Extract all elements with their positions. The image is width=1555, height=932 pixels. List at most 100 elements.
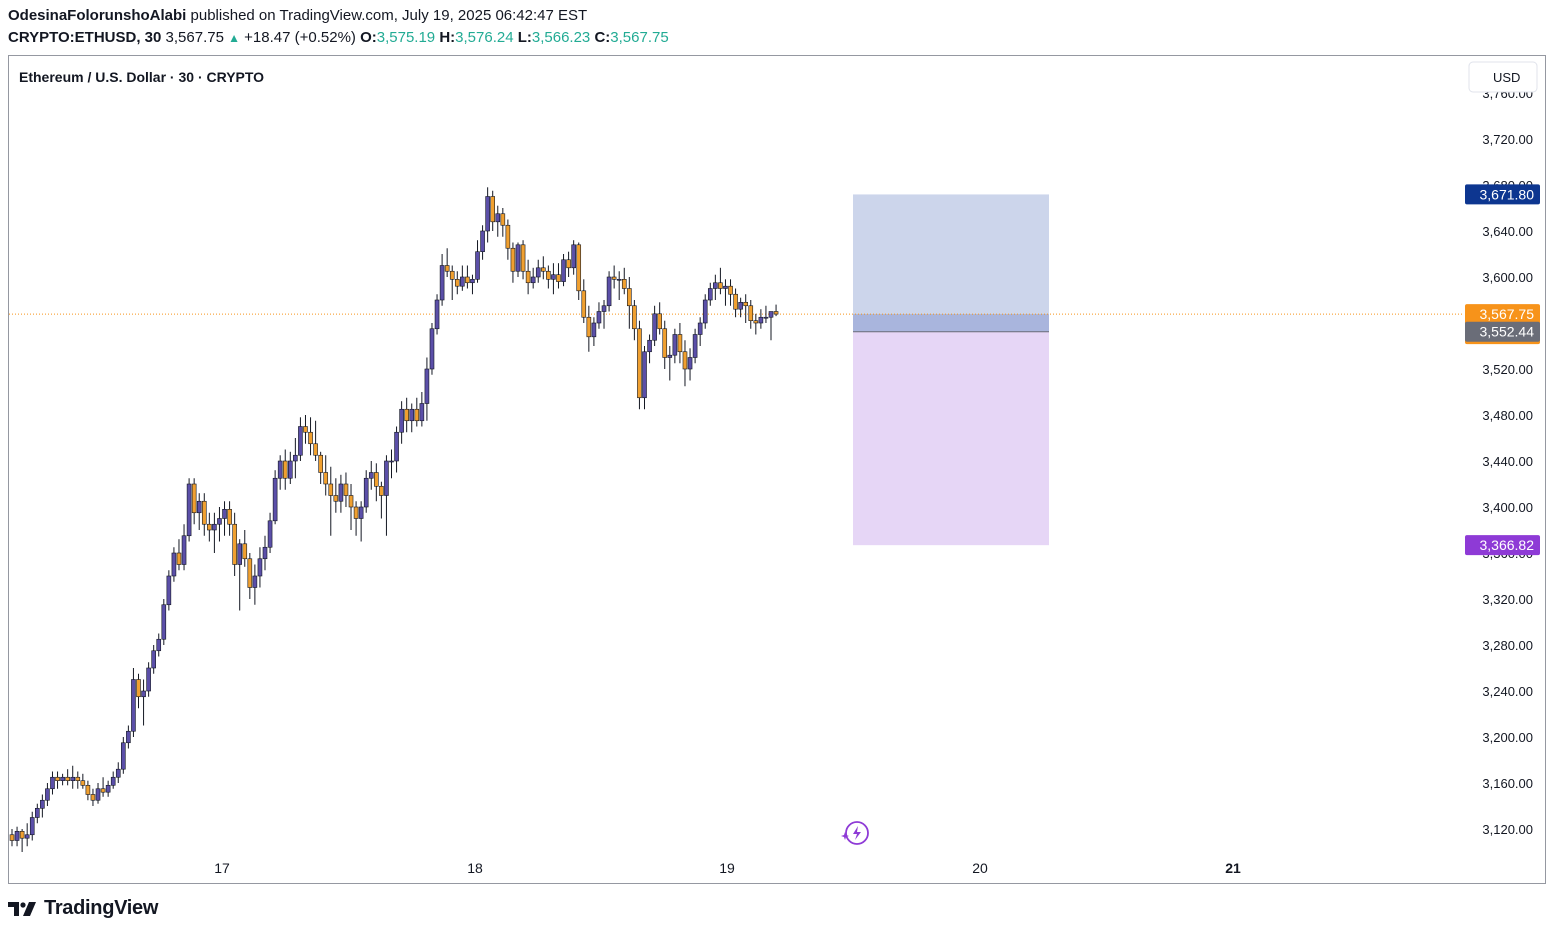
candle — [343, 472, 349, 507]
candle — [616, 271, 622, 300]
candle — [328, 466, 334, 536]
candle — [470, 274, 475, 295]
candle — [692, 328, 698, 364]
candle — [728, 279, 733, 306]
candle — [156, 633, 162, 657]
candle — [500, 208, 506, 237]
candle — [718, 267, 723, 295]
candle — [702, 294, 708, 329]
risk-zone[interactable] — [853, 194, 1049, 332]
candle — [176, 539, 182, 571]
candle — [546, 265, 551, 289]
up-arrow-icon: ▲ — [228, 31, 240, 45]
symbol-info: CRYPTO:ETHUSD, 30 3,567.75 ▲ +18.47 (+0.… — [8, 29, 669, 46]
candles — [9, 187, 779, 852]
price-tick-label: 3,600.00 — [1482, 270, 1533, 285]
candle — [131, 668, 136, 737]
candle — [75, 771, 81, 789]
open-value: 3,575.19 — [376, 29, 436, 46]
candle — [70, 765, 76, 789]
usd-button[interactable]: USD — [1468, 61, 1538, 93]
author-name[interactable]: OdesinaFolorunshoAlabi — [8, 7, 187, 24]
candle — [272, 470, 278, 525]
candle — [50, 771, 55, 795]
candle — [136, 673, 141, 709]
entry-price-label: 3,552.44 — [1465, 321, 1540, 342]
chart-title: Ethereum / U.S. Dollar · 30 · CRYPTO — [19, 69, 264, 85]
price-tick-label: 3,440.00 — [1482, 454, 1533, 469]
candle — [758, 309, 764, 329]
open-label: O: — [360, 29, 377, 46]
candle — [257, 547, 263, 588]
candle — [530, 267, 536, 289]
time-axis[interactable]: 17 18 19 20 21 — [214, 860, 1241, 876]
time-tick-label: 18 — [467, 860, 483, 876]
time-tick-label: 19 — [719, 860, 735, 876]
candle — [217, 507, 222, 542]
candle — [733, 288, 738, 318]
candle — [404, 397, 409, 433]
svg-text:3,567.75: 3,567.75 — [1480, 306, 1535, 322]
svg-text:3,366.82: 3,366.82 — [1480, 537, 1535, 553]
candle — [323, 455, 329, 496]
tradingview-logo-icon — [8, 901, 36, 916]
candle — [475, 240, 480, 283]
candle — [303, 415, 308, 444]
candle — [24, 823, 30, 847]
lightning-icon[interactable] — [841, 821, 869, 845]
candle — [510, 242, 516, 283]
candle — [677, 323, 683, 364]
candle — [515, 242, 521, 277]
price-tick-label: 3,200.00 — [1482, 730, 1533, 745]
candle — [632, 300, 637, 341]
candle — [434, 294, 440, 335]
symbol-name: CRYPTO:ETHUSD, 30 — [8, 29, 162, 46]
candle — [60, 773, 65, 786]
candle — [591, 317, 597, 346]
candle — [95, 783, 101, 804]
candle — [338, 474, 344, 513]
candle — [333, 478, 339, 513]
candle — [449, 265, 455, 300]
position-tool[interactable] — [853, 194, 1049, 546]
price-tick-label: 3,640.00 — [1482, 224, 1533, 239]
price-tick-label: 3,160.00 — [1482, 776, 1533, 791]
candle — [601, 300, 607, 329]
tradingview-logo[interactable]: TradingView — [8, 897, 158, 920]
candle — [313, 420, 318, 461]
reward-zone[interactable] — [853, 331, 1049, 546]
candle — [227, 501, 232, 536]
candle — [454, 271, 460, 295]
candle — [723, 279, 728, 306]
candle — [247, 553, 253, 599]
candle — [55, 771, 60, 789]
candle — [586, 305, 592, 352]
candle — [201, 493, 207, 536]
candle — [556, 263, 561, 289]
candle — [576, 242, 582, 300]
candle — [621, 267, 627, 295]
candle — [207, 512, 212, 542]
price-labels: 3,671.803,567.7517:143,552.443,366.82 — [1465, 184, 1540, 556]
stop-price-label: 3,366.82 — [1465, 535, 1540, 556]
candle — [596, 302, 602, 329]
close-value: 3,567.75 — [610, 29, 669, 46]
candle — [611, 265, 617, 289]
candle — [105, 780, 111, 797]
candle — [394, 426, 399, 473]
candle — [277, 455, 283, 490]
candle — [363, 470, 369, 513]
candle — [490, 190, 496, 231]
candle — [566, 251, 571, 277]
publish-text: published on TradingView.com, July 19, 2… — [190, 7, 588, 24]
price-tick-label: 3,400.00 — [1482, 500, 1533, 515]
candle — [480, 225, 485, 260]
candle — [773, 304, 779, 317]
candle — [267, 512, 273, 553]
candle — [424, 357, 430, 421]
price-tick-label: 3,320.00 — [1482, 592, 1533, 607]
candle — [368, 461, 374, 490]
candle — [465, 265, 470, 289]
candle — [34, 803, 40, 824]
